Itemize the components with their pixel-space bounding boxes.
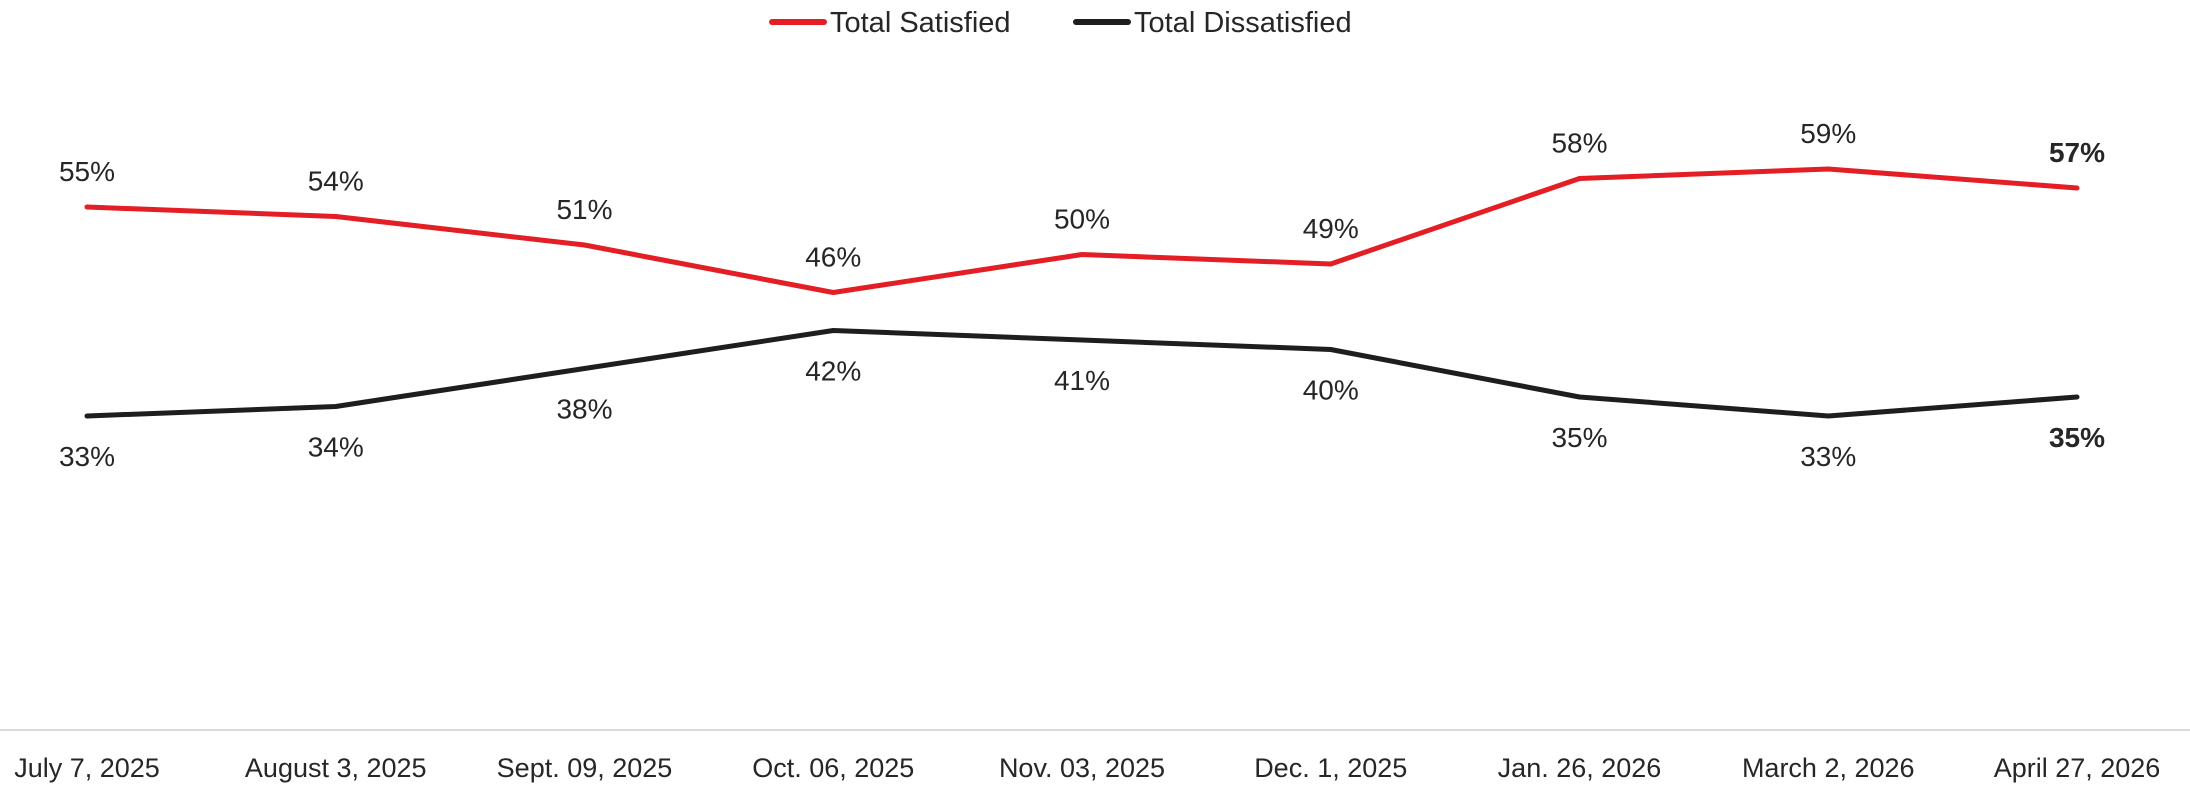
data-label: 33% [1800, 441, 1856, 472]
data-label: 35% [1551, 422, 1607, 453]
legend-label: Total Satisfied [830, 7, 1011, 39]
legend-item: Total Satisfied [769, 7, 1011, 39]
x-tick-label: Dec. 1, 2025 [1254, 753, 1407, 783]
data-label: 49% [1303, 213, 1359, 244]
x-tick-label: April 27, 2026 [1994, 753, 2161, 783]
x-tick-label: Oct. 06, 2025 [752, 753, 914, 783]
data-label: 40% [1303, 375, 1359, 406]
x-tick-label: Sept. 09, 2025 [497, 753, 673, 783]
legend-label: Total Dissatisfied [1134, 7, 1352, 39]
x-tick-label: March 2, 2026 [1742, 753, 1915, 783]
data-label: 51% [556, 194, 612, 225]
data-label: 54% [308, 166, 364, 197]
x-tick-label: Nov. 03, 2025 [999, 753, 1165, 783]
data-label: 58% [1551, 128, 1607, 159]
legend-item: Total Dissatisfied [1073, 7, 1352, 39]
x-tick-label: August 3, 2025 [245, 753, 427, 783]
series-line-dissatisfied [84, 328, 2080, 419]
data-label: 59% [1800, 118, 1856, 149]
data-label: 42% [805, 356, 861, 387]
data-label: 33% [59, 441, 115, 472]
x-tick-label: Jan. 26, 2026 [1498, 753, 1662, 783]
data-label: 50% [1054, 204, 1110, 235]
data-label: 55% [59, 156, 115, 187]
data-label: 34% [308, 432, 364, 463]
series-line-satisfied [84, 166, 2080, 295]
data-label: 57% [2049, 137, 2105, 168]
data-label: 41% [1054, 365, 1110, 396]
data-label: 38% [556, 394, 612, 425]
x-tick-label: July 7, 2025 [14, 753, 160, 783]
data-label: 35% [2049, 422, 2105, 453]
data-label: 46% [805, 242, 861, 273]
